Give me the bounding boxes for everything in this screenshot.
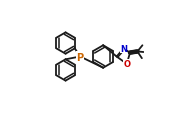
Text: P: P (77, 52, 84, 62)
Text: N: N (120, 45, 127, 54)
Text: O: O (123, 60, 130, 69)
